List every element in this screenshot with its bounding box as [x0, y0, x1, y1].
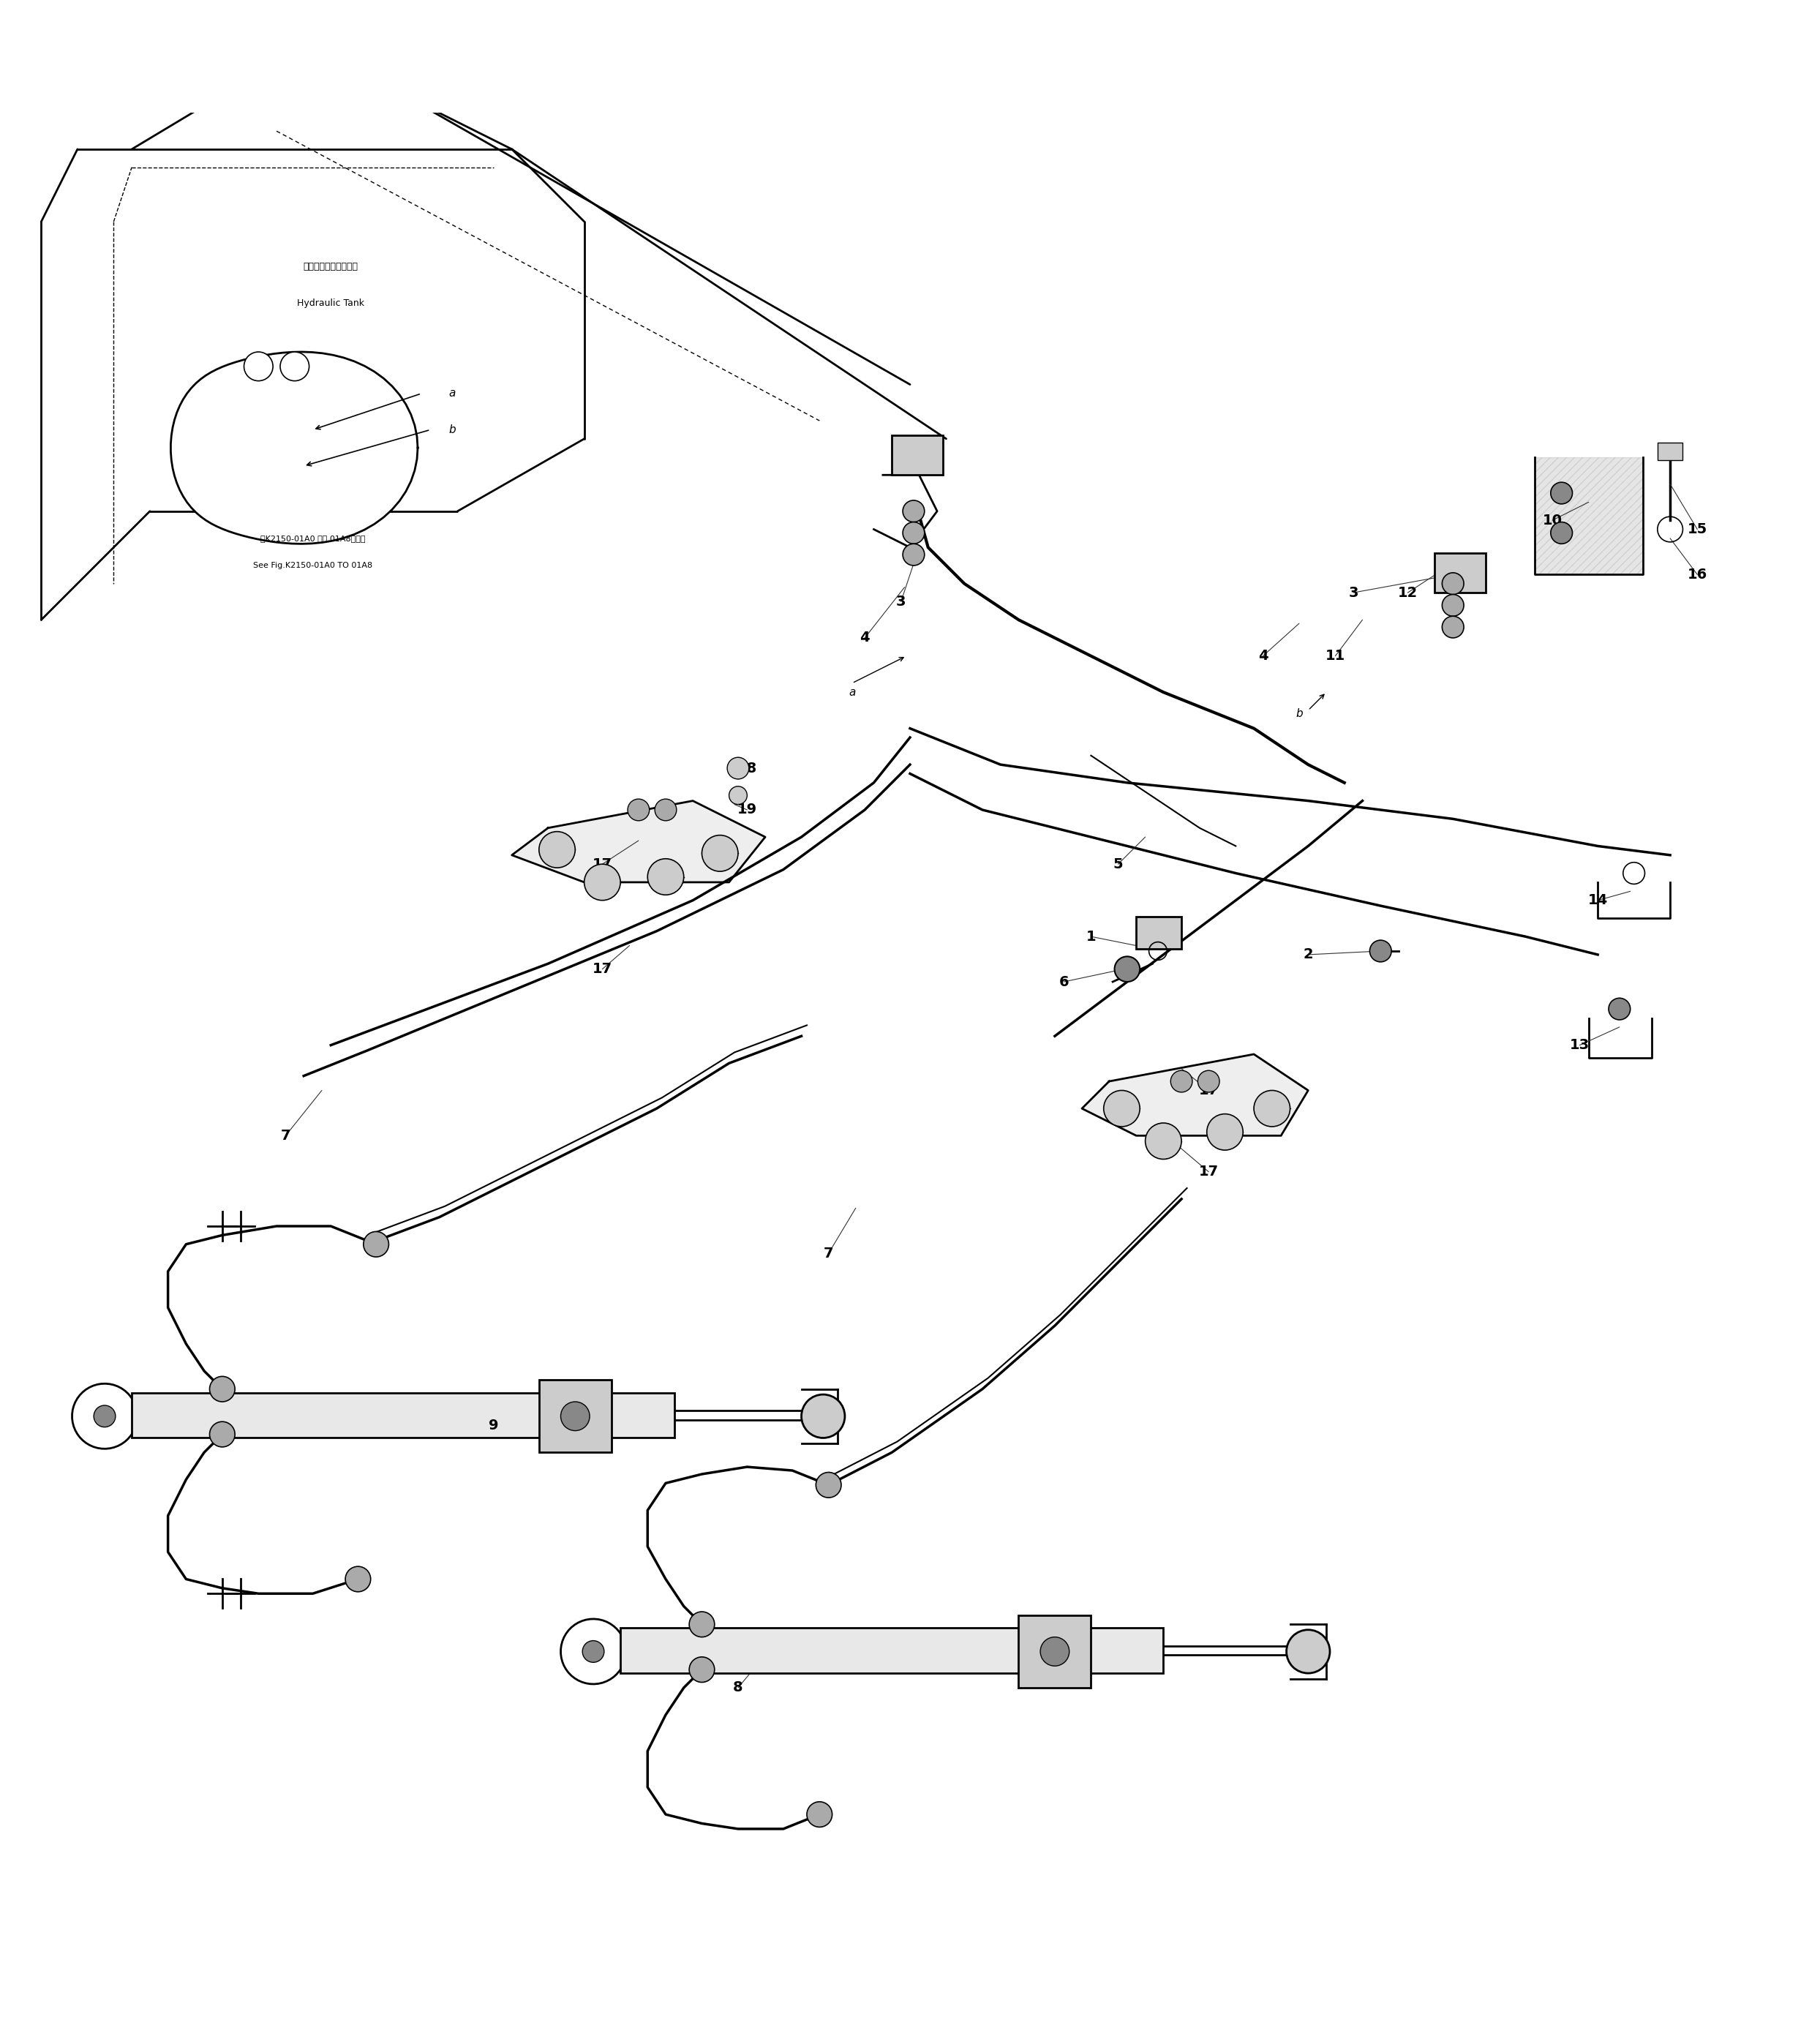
Text: 3: 3 — [895, 595, 906, 609]
Text: 10: 10 — [1543, 513, 1562, 527]
Circle shape — [1623, 863, 1645, 884]
Text: 4: 4 — [1258, 649, 1269, 664]
Text: 18: 18 — [737, 761, 757, 776]
Text: 11: 11 — [1325, 649, 1345, 664]
Circle shape — [1170, 1071, 1192, 1091]
Text: 17: 17 — [1199, 1165, 1219, 1179]
Text: 12: 12 — [1398, 586, 1418, 599]
Circle shape — [730, 786, 748, 804]
Circle shape — [1287, 1629, 1330, 1674]
Circle shape — [1441, 595, 1463, 617]
Text: b: b — [448, 423, 455, 436]
Text: ハイドロリックタンク: ハイドロリックタンク — [304, 263, 359, 271]
Text: See Fig.K2150-01A0 TO 01A8: See Fig.K2150-01A0 TO 01A8 — [253, 562, 373, 570]
Circle shape — [209, 1376, 235, 1401]
Circle shape — [815, 1472, 841, 1498]
Circle shape — [364, 1232, 389, 1256]
Circle shape — [801, 1395, 844, 1437]
Text: 19: 19 — [737, 802, 757, 816]
Text: 2: 2 — [1303, 947, 1314, 961]
Text: 第K2150-01A0 から 01A8図参照: 第K2150-01A0 から 01A8図参照 — [260, 535, 366, 542]
Text: 13: 13 — [1569, 1038, 1589, 1053]
Polygon shape — [511, 800, 764, 882]
Bar — [621, 1629, 1163, 1674]
Text: 4: 4 — [859, 631, 870, 645]
Text: 14: 14 — [1587, 894, 1607, 908]
Circle shape — [690, 1657, 715, 1682]
Circle shape — [806, 1802, 832, 1826]
Circle shape — [903, 521, 925, 544]
Circle shape — [903, 501, 925, 521]
Text: a: a — [848, 686, 855, 698]
Text: 17: 17 — [592, 857, 612, 871]
Circle shape — [1114, 957, 1139, 981]
Text: 6: 6 — [1059, 975, 1068, 989]
Text: 9: 9 — [490, 1419, 499, 1431]
Polygon shape — [1081, 1055, 1309, 1136]
Circle shape — [1145, 1124, 1181, 1158]
Text: 17: 17 — [1199, 1083, 1219, 1097]
Bar — [131, 1393, 675, 1437]
Circle shape — [1441, 572, 1463, 595]
Text: 16: 16 — [1687, 568, 1707, 582]
Text: 8: 8 — [733, 1682, 743, 1694]
Circle shape — [1103, 1091, 1139, 1126]
Circle shape — [280, 352, 309, 381]
Circle shape — [1370, 941, 1392, 961]
Circle shape — [648, 859, 684, 896]
Text: 17: 17 — [592, 963, 612, 975]
Circle shape — [1041, 1637, 1070, 1665]
Circle shape — [539, 831, 575, 867]
Circle shape — [690, 1613, 715, 1637]
Circle shape — [1254, 1091, 1290, 1126]
Circle shape — [584, 863, 621, 900]
Circle shape — [1609, 998, 1631, 1020]
Circle shape — [1551, 521, 1572, 544]
Text: 15: 15 — [1687, 523, 1707, 535]
Text: 7: 7 — [280, 1128, 291, 1142]
Circle shape — [1198, 1071, 1219, 1091]
Text: 5: 5 — [1114, 857, 1123, 871]
Text: 1: 1 — [1087, 930, 1096, 943]
Bar — [1658, 442, 1684, 460]
Circle shape — [209, 1421, 235, 1448]
Circle shape — [728, 757, 748, 780]
Text: a: a — [448, 389, 455, 399]
Circle shape — [1551, 483, 1572, 505]
Polygon shape — [171, 352, 419, 544]
Text: 3: 3 — [1349, 586, 1358, 599]
Circle shape — [703, 835, 739, 871]
Bar — [1434, 554, 1485, 592]
Text: b: b — [1296, 709, 1303, 719]
Text: 7: 7 — [824, 1246, 834, 1260]
Bar — [1136, 916, 1181, 949]
Bar — [539, 1380, 612, 1452]
Text: Hydraulic Tank: Hydraulic Tank — [297, 299, 364, 307]
Circle shape — [903, 544, 925, 566]
Circle shape — [628, 798, 650, 821]
Bar — [1019, 1615, 1090, 1688]
Circle shape — [1207, 1114, 1243, 1150]
Circle shape — [582, 1641, 604, 1661]
Circle shape — [346, 1566, 371, 1592]
Circle shape — [1441, 617, 1463, 637]
Circle shape — [655, 798, 677, 821]
Circle shape — [244, 352, 273, 381]
Bar — [892, 436, 943, 474]
Circle shape — [95, 1405, 115, 1427]
Circle shape — [561, 1401, 590, 1431]
